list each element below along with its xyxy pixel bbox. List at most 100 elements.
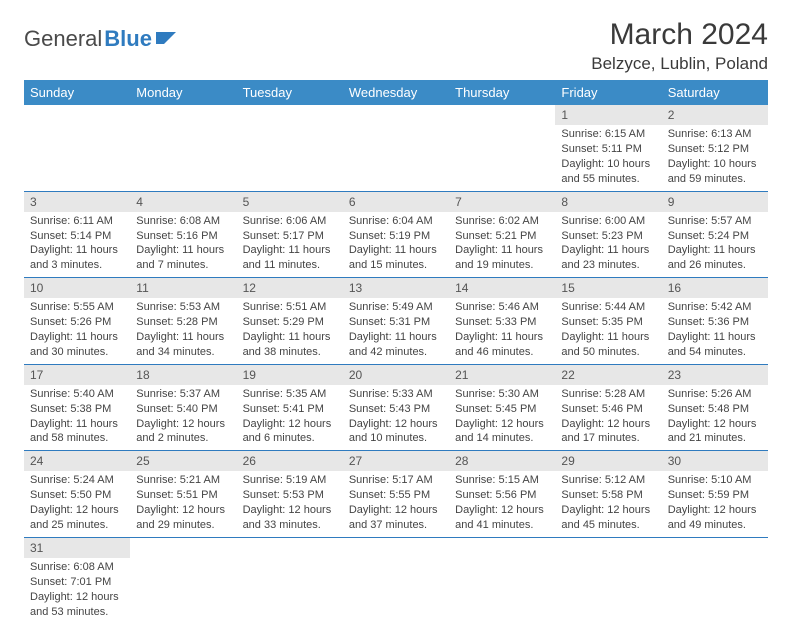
day-number: 31 <box>24 538 130 558</box>
sunrise-line: Sunrise: 6:13 AM <box>668 127 762 142</box>
sunrise-line: Sunrise: 5:33 AM <box>349 387 443 402</box>
week-row: 31Sunrise: 6:08 AMSunset: 7:01 PMDayligh… <box>24 537 768 623</box>
sunset-line: Sunset: 5:55 PM <box>349 488 443 503</box>
day-number: 20 <box>343 365 449 385</box>
sunrise-line: Sunrise: 5:53 AM <box>136 300 230 315</box>
daylight-line: Daylight: 10 hours and 55 minutes. <box>561 157 655 187</box>
day-body: Sunrise: 5:51 AMSunset: 5:29 PMDaylight:… <box>237 298 343 363</box>
empty-cell <box>237 105 343 191</box>
day-cell: 14Sunrise: 5:46 AMSunset: 5:33 PMDayligh… <box>449 278 555 365</box>
sunrise-line: Sunrise: 5:24 AM <box>30 473 124 488</box>
sunset-line: Sunset: 5:41 PM <box>243 402 337 417</box>
day-number: 22 <box>555 365 661 385</box>
day-body: Sunrise: 5:12 AMSunset: 5:58 PMDaylight:… <box>555 471 661 536</box>
day-cell: 29Sunrise: 5:12 AMSunset: 5:58 PMDayligh… <box>555 451 661 538</box>
sunrise-line: Sunrise: 5:30 AM <box>455 387 549 402</box>
day-body: Sunrise: 6:15 AMSunset: 5:11 PMDaylight:… <box>555 125 661 190</box>
empty-cell <box>237 537 343 623</box>
daylight-line: Daylight: 12 hours and 14 minutes. <box>455 417 549 447</box>
daylight-line: Daylight: 11 hours and 15 minutes. <box>349 243 443 273</box>
sunset-line: Sunset: 5:14 PM <box>30 229 124 244</box>
day-cell: 24Sunrise: 5:24 AMSunset: 5:50 PMDayligh… <box>24 451 130 538</box>
sunset-line: Sunset: 5:46 PM <box>561 402 655 417</box>
day-cell: 20Sunrise: 5:33 AMSunset: 5:43 PMDayligh… <box>343 364 449 451</box>
day-cell: 7Sunrise: 6:02 AMSunset: 5:21 PMDaylight… <box>449 191 555 278</box>
day-cell: 21Sunrise: 5:30 AMSunset: 5:45 PMDayligh… <box>449 364 555 451</box>
day-body: Sunrise: 6:04 AMSunset: 5:19 PMDaylight:… <box>343 212 449 277</box>
sunrise-line: Sunrise: 6:11 AM <box>30 214 124 229</box>
daylight-line: Daylight: 12 hours and 2 minutes. <box>136 417 230 447</box>
day-number: 29 <box>555 451 661 471</box>
day-body: Sunrise: 5:10 AMSunset: 5:59 PMDaylight:… <box>662 471 768 536</box>
daylight-line: Daylight: 11 hours and 3 minutes. <box>30 243 124 273</box>
sunset-line: Sunset: 5:29 PM <box>243 315 337 330</box>
sunrise-line: Sunrise: 6:08 AM <box>136 214 230 229</box>
day-number: 30 <box>662 451 768 471</box>
sunset-line: Sunset: 5:56 PM <box>455 488 549 503</box>
day-cell: 4Sunrise: 6:08 AMSunset: 5:16 PMDaylight… <box>130 191 236 278</box>
day-body: Sunrise: 5:40 AMSunset: 5:38 PMDaylight:… <box>24 385 130 450</box>
day-body: Sunrise: 5:35 AMSunset: 5:41 PMDaylight:… <box>237 385 343 450</box>
day-number: 24 <box>24 451 130 471</box>
empty-cell <box>555 537 661 623</box>
sunset-line: Sunset: 5:45 PM <box>455 402 549 417</box>
sunset-line: Sunset: 5:24 PM <box>668 229 762 244</box>
sunrise-line: Sunrise: 5:10 AM <box>668 473 762 488</box>
day-cell: 26Sunrise: 5:19 AMSunset: 5:53 PMDayligh… <box>237 451 343 538</box>
day-body: Sunrise: 5:15 AMSunset: 5:56 PMDaylight:… <box>449 471 555 536</box>
header: GeneralBlue March 2024 Belzyce, Lublin, … <box>24 18 768 74</box>
week-row: 3Sunrise: 6:11 AMSunset: 5:14 PMDaylight… <box>24 191 768 278</box>
week-row: 10Sunrise: 5:55 AMSunset: 5:26 PMDayligh… <box>24 278 768 365</box>
daylight-line: Daylight: 12 hours and 45 minutes. <box>561 503 655 533</box>
day-body: Sunrise: 5:33 AMSunset: 5:43 PMDaylight:… <box>343 385 449 450</box>
daylight-line: Daylight: 10 hours and 59 minutes. <box>668 157 762 187</box>
day-number: 13 <box>343 278 449 298</box>
daylight-line: Daylight: 12 hours and 10 minutes. <box>349 417 443 447</box>
daylight-line: Daylight: 11 hours and 11 minutes. <box>243 243 337 273</box>
sunset-line: Sunset: 5:12 PM <box>668 142 762 157</box>
sunrise-line: Sunrise: 5:40 AM <box>30 387 124 402</box>
day-body: Sunrise: 6:08 AMSunset: 5:16 PMDaylight:… <box>130 212 236 277</box>
daylight-line: Daylight: 11 hours and 19 minutes. <box>455 243 549 273</box>
day-number: 4 <box>130 192 236 212</box>
day-cell: 1Sunrise: 6:15 AMSunset: 5:11 PMDaylight… <box>555 105 661 191</box>
day-body: Sunrise: 5:21 AMSunset: 5:51 PMDaylight:… <box>130 471 236 536</box>
day-body: Sunrise: 6:06 AMSunset: 5:17 PMDaylight:… <box>237 212 343 277</box>
sunrise-line: Sunrise: 5:55 AM <box>30 300 124 315</box>
day-body: Sunrise: 5:44 AMSunset: 5:35 PMDaylight:… <box>555 298 661 363</box>
sunrise-line: Sunrise: 5:35 AM <box>243 387 337 402</box>
sunrise-line: Sunrise: 5:21 AM <box>136 473 230 488</box>
daylight-line: Daylight: 12 hours and 37 minutes. <box>349 503 443 533</box>
sunrise-line: Sunrise: 6:08 AM <box>30 560 124 575</box>
day-number: 1 <box>555 105 661 125</box>
day-header: Saturday <box>662 80 768 105</box>
day-cell: 12Sunrise: 5:51 AMSunset: 5:29 PMDayligh… <box>237 278 343 365</box>
empty-cell <box>343 537 449 623</box>
sunrise-line: Sunrise: 6:15 AM <box>561 127 655 142</box>
sunrise-line: Sunrise: 5:37 AM <box>136 387 230 402</box>
day-number: 2 <box>662 105 768 125</box>
sunrise-line: Sunrise: 5:46 AM <box>455 300 549 315</box>
sunset-line: Sunset: 5:17 PM <box>243 229 337 244</box>
day-body: Sunrise: 5:17 AMSunset: 5:55 PMDaylight:… <box>343 471 449 536</box>
day-body: Sunrise: 5:46 AMSunset: 5:33 PMDaylight:… <box>449 298 555 363</box>
sunrise-line: Sunrise: 5:57 AM <box>668 214 762 229</box>
day-body: Sunrise: 5:55 AMSunset: 5:26 PMDaylight:… <box>24 298 130 363</box>
brand-part1: General <box>24 26 102 52</box>
sunset-line: Sunset: 7:01 PM <box>30 575 124 590</box>
day-body: Sunrise: 5:49 AMSunset: 5:31 PMDaylight:… <box>343 298 449 363</box>
month-title: March 2024 <box>591 18 768 52</box>
day-header: Thursday <box>449 80 555 105</box>
sunrise-line: Sunrise: 5:49 AM <box>349 300 443 315</box>
daylight-line: Daylight: 12 hours and 6 minutes. <box>243 417 337 447</box>
day-number: 11 <box>130 278 236 298</box>
day-number: 16 <box>662 278 768 298</box>
sunrise-line: Sunrise: 5:15 AM <box>455 473 549 488</box>
sunset-line: Sunset: 5:33 PM <box>455 315 549 330</box>
calendar-table: SundayMondayTuesdayWednesdayThursdayFrid… <box>24 80 768 623</box>
sunset-line: Sunset: 5:31 PM <box>349 315 443 330</box>
day-cell: 5Sunrise: 6:06 AMSunset: 5:17 PMDaylight… <box>237 191 343 278</box>
empty-cell <box>24 105 130 191</box>
day-cell: 6Sunrise: 6:04 AMSunset: 5:19 PMDaylight… <box>343 191 449 278</box>
sunrise-line: Sunrise: 5:19 AM <box>243 473 337 488</box>
